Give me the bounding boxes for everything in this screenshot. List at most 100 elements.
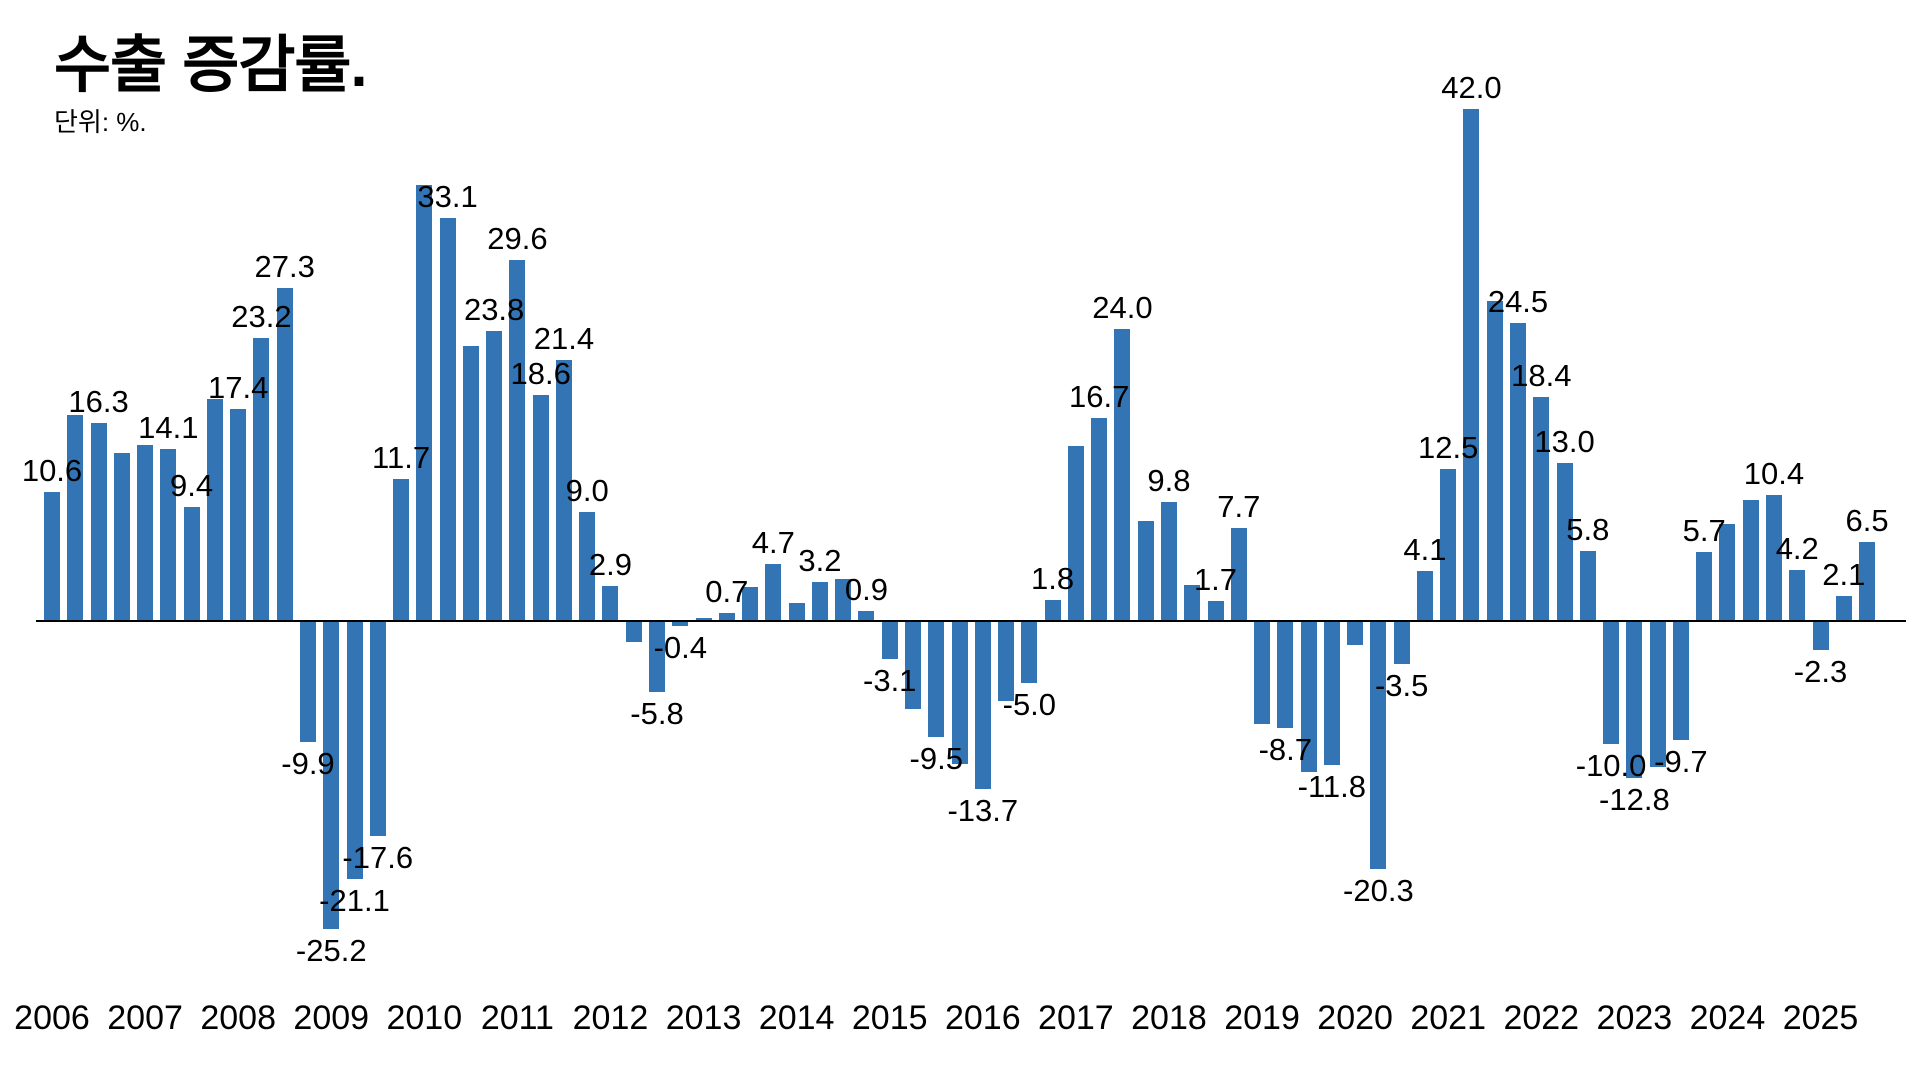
bar-2008-Q2: [253, 338, 270, 622]
bar-value-label-2022-Q2: 13.0: [1534, 423, 1595, 459]
bar-2009-Q1: [323, 621, 340, 929]
bar-value-label-2022-Q3: 5.8: [1566, 511, 1610, 547]
bar-2006-Q3: [90, 422, 107, 622]
bar-2015-Q1: [881, 621, 898, 660]
bar-value-label-2021-Q2: 42.0: [1441, 70, 1502, 106]
x-tick-2010: 2010: [386, 999, 463, 1037]
bar-2007-Q3: [183, 506, 200, 622]
x-tick-2008: 2008: [200, 999, 276, 1037]
bar-value-label-2020-Q2: -20.3: [1343, 873, 1414, 909]
bar-2019-Q4: [1323, 621, 1340, 766]
bar-2025-Q2: [1835, 595, 1852, 622]
bar-2012-Q3: [649, 621, 666, 693]
bar-value-label-2018-Q4: 7.7: [1217, 488, 1261, 524]
bar-2022-Q2: [1556, 462, 1573, 622]
bar-2015-Q4: [951, 621, 968, 765]
bar-2022-Q4: [1603, 621, 1620, 744]
bar-value-label-2010-Q4: 23.8: [463, 292, 525, 328]
bar-value-label-2011-Q1: 29.6: [487, 221, 548, 257]
bar-2008-Q4: [299, 621, 316, 743]
bar-value-label-2011-Q3: 21.4: [533, 321, 595, 357]
x-tick-2019: 2019: [1224, 999, 1300, 1037]
x-tick-2006: 2006: [14, 999, 90, 1037]
x-tick-2015: 2015: [851, 999, 928, 1037]
bar-2021-Q1: [1440, 469, 1457, 622]
bar-2007-Q4: [206, 399, 223, 622]
bar-2013-Q3: [742, 587, 759, 622]
bar-value-label-2019-Q2: -8.7: [1258, 731, 1313, 767]
bar-value-label-2024-Q4: 4.2: [1775, 531, 1819, 567]
bar-value-label-2009-Q3: -17.6: [342, 840, 414, 876]
x-tick-2021: 2021: [1410, 999, 1487, 1037]
bar-2014-Q1: [788, 603, 805, 622]
bar-value-label-2018-Q1: 9.8: [1147, 462, 1191, 498]
x-tick-2013: 2013: [665, 999, 742, 1037]
bar-2020-Q2: [1370, 621, 1387, 870]
bar-2010-Q3: [462, 345, 479, 622]
bar-value-label-2008-Q4: -9.9: [281, 746, 335, 782]
x-tick-2022: 2022: [1503, 999, 1580, 1037]
bar-2011-Q4: [579, 511, 596, 622]
bar-value-label-2007-Q3: 9.4: [170, 467, 214, 503]
bar-value-label-2009-Q2: -21.1: [319, 882, 390, 918]
x-tick-2016: 2016: [944, 999, 1021, 1037]
bar-2007-Q2: [160, 449, 177, 622]
bar-2008-Q1: [230, 409, 247, 622]
bar-2025-Q1: [1812, 621, 1829, 650]
x-axis-zero-line: [36, 620, 1906, 622]
bar-2014-Q4: [858, 610, 875, 622]
x-tick-2011: 2011: [480, 999, 554, 1037]
x-tick-2007: 2007: [107, 999, 183, 1037]
bar-value-label-2008-Q2: 23.2: [231, 299, 292, 335]
bar-value-label-2023-Q4: 5.7: [1682, 512, 1726, 548]
bar-value-label-2012-Q3: -5.8: [630, 696, 684, 732]
bar-2009-Q3: [369, 621, 386, 837]
bar-value-label-2025-Q3: 6.5: [1845, 503, 1889, 539]
bar-2013-Q4: [765, 564, 782, 622]
bar-2018-Q1: [1160, 501, 1177, 622]
bar-2019-Q2: [1277, 621, 1294, 728]
x-tick-2018: 2018: [1131, 999, 1207, 1037]
bar-value-label-2013-Q4: 4.7: [751, 525, 795, 561]
x-tick-2020: 2020: [1317, 999, 1393, 1037]
bar-value-label-2020-Q4: 4.1: [1403, 532, 1447, 568]
x-tick-2009: 2009: [293, 999, 370, 1037]
bar-value-label-2014-Q4: 0.9: [844, 571, 888, 607]
bar-value-label-2012-Q1: 2.9: [588, 547, 633, 583]
bar-2010-Q1: [416, 184, 433, 622]
bar-value-label-2013-Q2: 0.7: [705, 573, 749, 609]
bar-value-label-2014-Q2: 3.2: [798, 543, 842, 579]
bar-2024-Q4: [1789, 570, 1806, 622]
bar-2016-Q2: [998, 621, 1015, 701]
bar-2012-Q2: [625, 621, 642, 643]
bar-2023-Q1: [1626, 621, 1643, 778]
bar-2018-Q2: [1184, 584, 1201, 622]
bar-value-label-2025-Q2: 2.1: [1822, 556, 1866, 592]
bar-2024-Q2: [1742, 499, 1759, 622]
bar-value-label-2006-Q3: 16.3: [68, 383, 129, 419]
bar-2009-Q4: [393, 478, 410, 622]
bar-value-label-2016-Q1: -13.7: [947, 792, 1019, 828]
bar-2011-Q2: [532, 394, 549, 622]
bar-2020-Q3: [1393, 621, 1410, 665]
bar-2021-Q3: [1486, 300, 1503, 622]
bar-value-label-2015-Q1: -3.1: [863, 663, 917, 699]
bar-2007-Q1: [137, 444, 154, 622]
bar-2006-Q2: [67, 415, 84, 622]
bar-value-label-2022-Q1: 18.4: [1511, 358, 1572, 394]
bar-2006-Q4: [113, 453, 130, 622]
bar-value-label-2016-Q3: -5.0: [1002, 686, 1057, 722]
bar-value-label-2007-Q2: 14.1: [138, 410, 199, 446]
bar-2024-Q3: [1765, 494, 1782, 622]
bar-value-label-2023-Q3: -9.7: [1654, 743, 1708, 779]
x-tick-2014: 2014: [758, 999, 835, 1037]
bar-2017-Q2: [1091, 417, 1108, 622]
bar-value-label-2018-Q3: 1.7: [1193, 561, 1238, 597]
bar-value-label-2020-Q3: -3.5: [1374, 668, 1429, 704]
bar-2008-Q3: [276, 288, 293, 622]
bar-2017-Q3: [1114, 328, 1131, 622]
bar-2017-Q4: [1137, 521, 1154, 622]
bar-value-label-2008-Q1: 17.4: [207, 370, 269, 406]
bar-2014-Q3: [835, 578, 852, 622]
